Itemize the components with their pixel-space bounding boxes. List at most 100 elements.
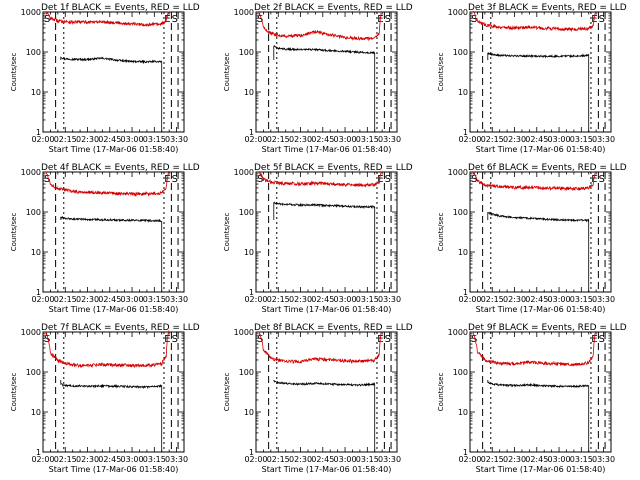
x-tick-label: 02:00	[244, 295, 267, 304]
x-axis-label: Start Time (17-Mar-06 01:58:40)	[49, 465, 179, 474]
x-tick-label: 02:30	[76, 455, 99, 464]
plot-frame	[469, 331, 612, 453]
x-tick-label: 03:30	[592, 135, 615, 144]
series-line-events	[273, 201, 376, 292]
y-tick-label: 1000	[21, 168, 41, 177]
chart-title: Det 1f BLACK = Events, RED = LLD	[41, 3, 200, 13]
y-tick-label: 1000	[234, 8, 254, 17]
plot-frame	[255, 11, 398, 133]
chart-panel-2: Det 2f BLACK = Events, RED = LLD 1 10 100 10…	[223, 3, 413, 154]
x-tick-label: 03:30	[165, 455, 188, 464]
series-line-events	[487, 211, 590, 292]
y-tick-label: 1000	[234, 328, 254, 337]
marker-label-s: S	[172, 174, 178, 185]
chart-title: Det 3f BLACK = Events, RED = LLD	[468, 3, 627, 13]
x-tick-label: 02:30	[503, 135, 526, 144]
y-tick-label: 10	[244, 408, 254, 417]
y-tick-label: 100	[453, 48, 468, 57]
marker-label-s: S	[44, 14, 50, 25]
series-line-events	[273, 380, 376, 452]
series-line-lld	[472, 171, 596, 192]
y-axis-label: Counts/sec	[223, 213, 231, 252]
x-tick-label: 02:00	[31, 135, 54, 144]
series-line-lld	[258, 171, 382, 188]
chart-panel-9: Det 9f BLACK = Events, RED = LLD 1 10 100 10…	[437, 323, 627, 474]
x-tick-label: 03:15	[356, 135, 379, 144]
x-tick-label: 03:15	[356, 295, 379, 304]
y-axis-label: Counts/sec	[10, 53, 18, 92]
x-tick-label: 02:30	[289, 135, 312, 144]
chart-title: Det 9f BLACK = Events, RED = LLD	[468, 323, 627, 333]
x-tick-label: 02:45	[311, 135, 334, 144]
marker-label-s: S	[599, 334, 605, 345]
chart-panel-7: Det 7f BLACK = Events, RED = LLD 1 10 100 10…	[10, 323, 200, 474]
x-tick-label: 03:30	[378, 135, 401, 144]
x-axis-label: Start Time (17-Mar-06 01:58:40)	[49, 145, 179, 154]
series-line-events	[60, 56, 163, 132]
marker-label-s: S	[257, 14, 263, 25]
x-tick-label: 02:15	[54, 455, 77, 464]
x-tick-label: 02:30	[76, 135, 99, 144]
y-axis-label: Counts/sec	[437, 373, 445, 412]
x-tick-label: 02:15	[267, 295, 290, 304]
x-tick-label: 03:00	[334, 295, 357, 304]
y-tick-label: 10	[31, 248, 41, 257]
x-tick-label: 02:15	[54, 135, 77, 144]
y-tick-label: 1	[463, 448, 468, 457]
series-line-events	[60, 380, 163, 452]
marker-label-s: S	[385, 334, 391, 345]
plot-frame	[42, 11, 185, 133]
y-tick-label: 1	[36, 288, 41, 297]
y-tick-label: 10	[458, 248, 468, 257]
x-tick-label: 03:00	[121, 295, 144, 304]
y-tick-label: 1	[249, 128, 254, 137]
x-tick-label: 02:00	[244, 135, 267, 144]
marker-label-s: S	[599, 14, 605, 25]
x-axis-label: Start Time (17-Mar-06 01:58:40)	[476, 145, 606, 154]
series-line-lld	[472, 331, 596, 367]
x-tick-label: 02:15	[481, 295, 504, 304]
x-tick-label: 03:30	[165, 135, 188, 144]
marker-label-s: S	[44, 334, 50, 345]
y-tick-label: 100	[26, 208, 41, 217]
chart-title: Det 5f BLACK = Events, RED = LLD	[254, 163, 413, 173]
y-tick-label: 1000	[234, 168, 254, 177]
y-tick-label: 100	[239, 368, 254, 377]
y-tick-label: 1	[249, 448, 254, 457]
x-tick-label: 02:45	[311, 455, 334, 464]
marker-label-s: S	[172, 14, 178, 25]
y-tick-label: 100	[239, 48, 254, 57]
x-tick-label: 03:30	[592, 295, 615, 304]
marker-label-s: S	[471, 174, 477, 185]
x-tick-label: 03:00	[121, 455, 144, 464]
y-tick-label: 10	[244, 88, 254, 97]
x-tick-label: 02:30	[289, 455, 312, 464]
x-tick-label: 02:45	[525, 135, 548, 144]
y-tick-label: 1000	[448, 168, 468, 177]
x-tick-label: 03:15	[143, 455, 166, 464]
plot-frame	[469, 11, 612, 133]
y-tick-label: 100	[26, 368, 41, 377]
y-tick-label: 1	[36, 128, 41, 137]
x-tick-label: 03:15	[570, 455, 593, 464]
x-axis-label: Start Time (17-Mar-06 01:58:40)	[262, 305, 392, 314]
x-tick-label: 02:00	[244, 455, 267, 464]
marker-label-e: E	[591, 174, 597, 185]
y-tick-label: 1	[463, 288, 468, 297]
x-tick-label: 02:00	[31, 455, 54, 464]
x-tick-label: 02:45	[525, 455, 548, 464]
marker-label-s: S	[599, 174, 605, 185]
x-tick-label: 02:30	[503, 455, 526, 464]
x-tick-label: 03:00	[334, 455, 357, 464]
chart-title: Det 7f BLACK = Events, RED = LLD	[41, 323, 200, 333]
y-tick-label: 1000	[21, 328, 41, 337]
x-tick-label: 03:15	[356, 455, 379, 464]
chart-panel-3: Det 3f BLACK = Events, RED = LLD 1 10 100 10…	[437, 3, 627, 154]
x-tick-label: 03:00	[548, 455, 571, 464]
x-tick-label: 03:30	[378, 295, 401, 304]
x-tick-label: 02:30	[289, 295, 312, 304]
plot-frame	[42, 331, 185, 453]
marker-label-s: S	[257, 334, 263, 345]
x-tick-label: 02:15	[267, 455, 290, 464]
